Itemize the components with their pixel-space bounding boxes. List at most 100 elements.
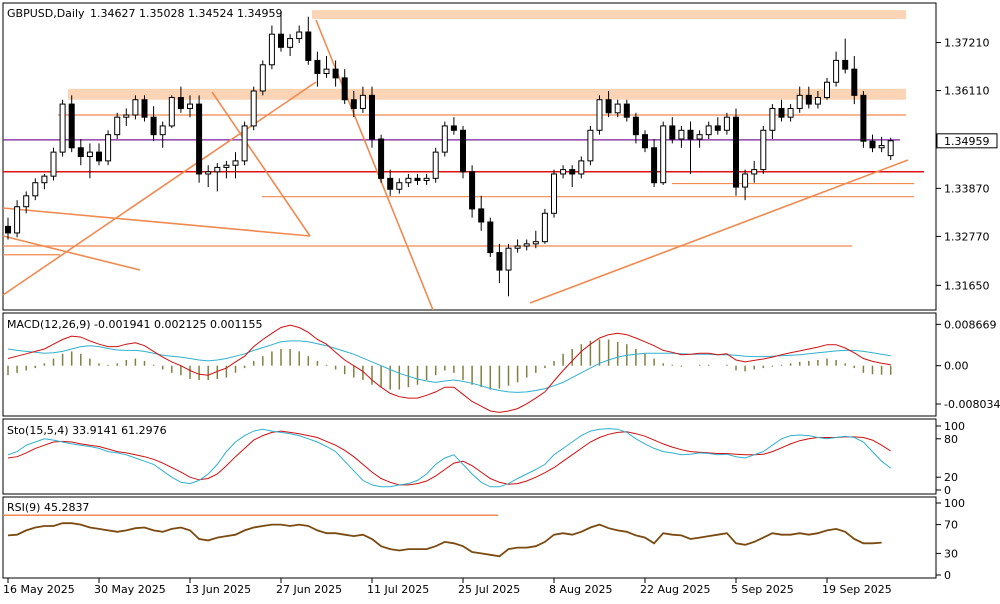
- candle[interactable]: [723, 112, 730, 135]
- candle[interactable]: [842, 38, 849, 74]
- candle[interactable]: [469, 165, 476, 218]
- candle[interactable]: [423, 173, 430, 185]
- candle[interactable]: [687, 121, 694, 174]
- candle[interactable]: [432, 147, 439, 183]
- candle[interactable]: [523, 239, 530, 251]
- candle[interactable]: [287, 34, 294, 57]
- candle[interactable]: [541, 208, 548, 244]
- candle[interactable]: [632, 112, 639, 144]
- candle[interactable]: [587, 125, 594, 166]
- candle[interactable]: [569, 165, 576, 188]
- candle[interactable]: [123, 108, 130, 126]
- candle[interactable]: [86, 143, 93, 179]
- candle[interactable]: [23, 191, 30, 214]
- candle[interactable]: [259, 60, 266, 96]
- candle[interactable]: [887, 137, 894, 160]
- candle[interactable]: [141, 95, 148, 122]
- candle[interactable]: [787, 104, 794, 122]
- candle[interactable]: [332, 60, 339, 87]
- candle[interactable]: [396, 178, 403, 194]
- candle[interactable]: [551, 169, 557, 218]
- candle[interactable]: [514, 239, 521, 253]
- candle[interactable]: [623, 99, 630, 122]
- candle[interactable]: [860, 90, 867, 148]
- candle[interactable]: [450, 117, 457, 135]
- candle[interactable]: [32, 178, 39, 201]
- candle[interactable]: [532, 230, 539, 249]
- candle[interactable]: [205, 165, 212, 188]
- candle[interactable]: [733, 108, 739, 196]
- candle[interactable]: [596, 95, 603, 135]
- candle[interactable]: [833, 51, 840, 87]
- candle[interactable]: [187, 95, 193, 118]
- candle[interactable]: [878, 136, 885, 153]
- candle[interactable]: [223, 160, 230, 179]
- candle[interactable]: [751, 160, 758, 183]
- candle[interactable]: [696, 130, 703, 148]
- candle[interactable]: [14, 200, 21, 238]
- candle[interactable]: [487, 217, 494, 257]
- candle[interactable]: [805, 86, 812, 109]
- candle[interactable]: [851, 56, 858, 105]
- candle[interactable]: [651, 139, 658, 188]
- candle[interactable]: [387, 169, 394, 196]
- candle[interactable]: [41, 173, 48, 190]
- candle[interactable]: [405, 173, 412, 188]
- candle[interactable]: [196, 95, 203, 183]
- candle[interactable]: [796, 86, 803, 113]
- candle[interactable]: [760, 125, 767, 174]
- candle[interactable]: [241, 121, 248, 166]
- candle[interactable]: [305, 16, 312, 65]
- candle[interactable]: [478, 195, 485, 231]
- candle[interactable]: [341, 69, 348, 105]
- candle[interactable]: [378, 134, 385, 183]
- candle[interactable]: [323, 56, 330, 78]
- candle[interactable]: [359, 86, 366, 113]
- candle[interactable]: [77, 139, 84, 166]
- candle[interactable]: [714, 117, 721, 135]
- candle[interactable]: [824, 77, 830, 100]
- candle[interactable]: [869, 134, 876, 153]
- candle[interactable]: [132, 95, 139, 120]
- candle[interactable]: [642, 130, 648, 153]
- candle[interactable]: [814, 90, 821, 109]
- candle[interactable]: [496, 243, 503, 284]
- candle[interactable]: [114, 112, 121, 140]
- candle[interactable]: [5, 217, 11, 240]
- candle[interactable]: [369, 86, 375, 148]
- candle[interactable]: [705, 121, 712, 140]
- candle[interactable]: [168, 95, 175, 129]
- candle[interactable]: [441, 121, 448, 157]
- candle[interactable]: [350, 90, 357, 118]
- candle[interactable]: [678, 125, 685, 148]
- candle[interactable]: [105, 130, 112, 166]
- candle[interactable]: [68, 95, 75, 153]
- candle[interactable]: [778, 99, 785, 122]
- candle[interactable]: [232, 152, 239, 179]
- candle[interactable]: [460, 125, 466, 179]
- candle[interactable]: [278, 12, 284, 52]
- candle[interactable]: [268, 25, 275, 70]
- candle[interactable]: [159, 121, 166, 148]
- candle[interactable]: [177, 86, 184, 113]
- candle[interactable]: [769, 104, 776, 140]
- candle[interactable]: [50, 147, 57, 181]
- candle[interactable]: [296, 25, 303, 43]
- candle[interactable]: [214, 163, 221, 192]
- candle[interactable]: [59, 99, 66, 157]
- candle[interactable]: [578, 156, 585, 179]
- candle[interactable]: [605, 90, 612, 118]
- candle[interactable]: [250, 86, 257, 131]
- candle[interactable]: [669, 117, 676, 144]
- candle[interactable]: [314, 51, 321, 87]
- candle[interactable]: [614, 99, 621, 118]
- candle[interactable]: [660, 121, 667, 185]
- price-candles[interactable]: [5, 12, 894, 297]
- candle[interactable]: [560, 165, 567, 179]
- resistance-zone-mid: [68, 88, 906, 100]
- candle[interactable]: [414, 173, 421, 185]
- candle[interactable]: [150, 106, 157, 142]
- candle[interactable]: [742, 169, 749, 201]
- candle[interactable]: [505, 243, 512, 297]
- candle[interactable]: [96, 143, 102, 166]
